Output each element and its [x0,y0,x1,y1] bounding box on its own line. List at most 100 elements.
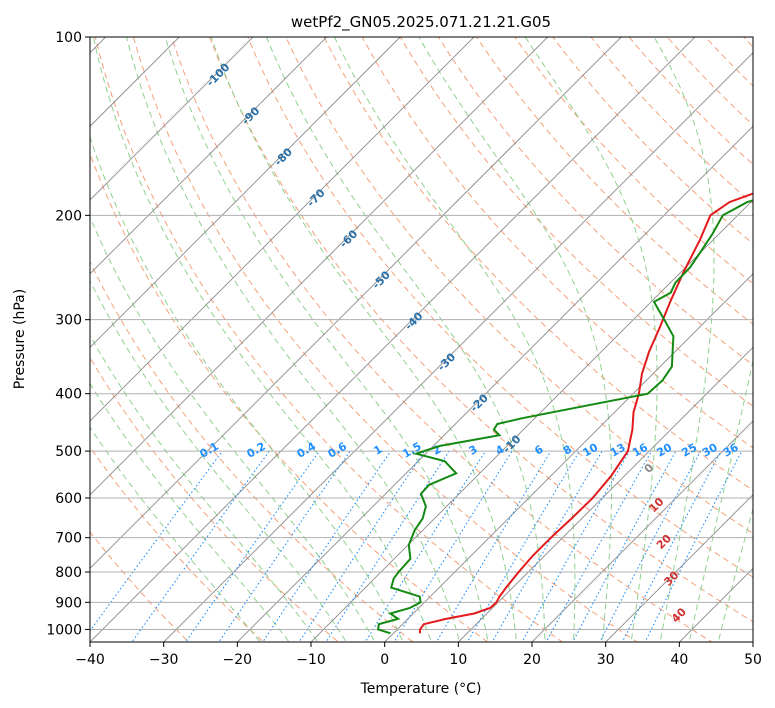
dry-adiabat-line [247,37,753,578]
mixing-ratio-label: 3 [467,443,480,458]
isotherm-line [90,37,254,201]
isobar-gridlines [90,37,753,630]
plot-frame [89,36,754,643]
isotherm-line [678,567,753,642]
x-axis-label: Temperature (°C) [360,681,482,697]
isotherm-line [90,37,475,422]
mixing-ratio-label: 0.6 [326,439,350,460]
y-tick-label: 900 [55,595,82,611]
x-tick-label: −20 [223,652,253,668]
moist-adiabat-line [653,37,715,642]
dry-adiabat-line [704,37,753,87]
dry-adiabat-line [361,37,753,449]
mixing-ratio-label: 36 [721,441,741,460]
dry-adiabat-label: -80 [272,145,295,168]
moist-adiabat-line [210,37,518,642]
moist-adiabat-line [164,37,489,642]
y-tick-label: 100 [55,30,82,46]
dry-adiabat-line [209,37,753,623]
x-tick-label: 10 [449,652,467,668]
x-tick-label: 40 [670,652,688,668]
mixing-ratio-line [435,450,552,642]
mixing-ratio-line [298,450,425,642]
moist-adiabat-line [90,215,376,642]
dewpoint-trace [376,199,753,635]
isotherm-line [384,273,753,642]
mixing-ratio-labels: 0.1 0.2 0.4 0.6 1 1.5 2 3 4 6 8 10 13 16 20 25 30 36 [197,439,740,460]
isotherm-line [90,37,180,127]
dry-adiabat-line [170,37,713,642]
dry-adiabat-line [475,37,753,325]
y-tick-label: 1000 [46,622,82,638]
moist-adiabat-label: 40 [669,605,689,625]
dry-adiabat-label: -100 [204,60,233,89]
dry-adiabat-line [437,37,753,366]
isotherm-line [310,199,753,642]
dry-adiabat-label: -60 [337,227,360,250]
isotherm-line [90,37,622,570]
sounding-traces [376,192,753,635]
dry-adiabat-line [90,152,489,642]
isotherm-line [90,37,328,275]
moist-adiabat-line [688,358,753,642]
temperature-trace [418,192,753,634]
mixing-ratio-line [90,450,223,632]
mixing-ratio-line [545,450,653,642]
x-tick-label: 30 [597,652,615,668]
moist-adiabat-line [266,37,546,642]
dry-adiabat-line [769,24,775,654]
y-tick-label: 400 [55,387,82,403]
dry-adiabat-line [90,356,340,642]
background-lines [90,24,775,654]
y-tick-label: 200 [55,208,82,224]
moist-adiabat-line [333,37,576,642]
dry-adiabat-label: -90 [239,104,262,127]
x-axis: −40 −30 −20 −10 0 10 20 30 40 50 [75,642,762,668]
isotherm-line [605,494,753,642]
y-tick-label: 500 [55,444,82,460]
mixing-ratio-label: 1.5 [400,440,423,461]
dry-adiabat-line [94,37,564,642]
dry-adiabat-line [628,37,753,166]
x-tick-label: −10 [296,652,326,668]
x-tick-label: −40 [75,652,105,668]
isotherm-line [90,37,696,642]
x-tick-label: 0 [380,652,389,668]
mixing-ratio-label: 0.4 [295,439,319,460]
y-tick-label: 700 [55,531,82,547]
isotherm-line [90,37,401,348]
dry-adiabat-line [90,531,190,642]
dry-adiabat-line [590,37,753,205]
dry-adiabat-line [90,446,265,642]
mixing-ratio-line [491,450,603,642]
dry-adiabat-label: -70 [304,186,327,209]
mixing-ratio-line [393,450,513,642]
mixing-ratio-line [325,450,450,642]
dry-adiabat-line [323,37,753,491]
isotherm-line [531,420,753,642]
moist-adiabat-line [90,426,261,642]
isotherm-line [236,125,753,642]
mixing-ratio-line [644,450,743,642]
moist-adiabat-line [418,37,613,642]
mixing-ratio-line [262,450,392,642]
y-tick-label: 300 [55,313,82,329]
mixing-ratio-line [131,450,270,642]
dry-adiabat-line [514,37,753,285]
y-tick-label: 600 [55,491,82,507]
y-axis-label: Pressure (hPa) [12,289,28,389]
moist-adiabat-label: 0 [642,461,657,476]
dry-adiabat-line [90,260,414,642]
moist-adiabat-label: 30 [661,568,681,588]
moist-adiabat-line [90,279,347,642]
x-tick-label: −30 [149,652,179,668]
mixing-ratio-label: 25 [679,441,699,460]
dry-adiabat-line [399,37,753,407]
moist-adiabat-line [717,506,753,642]
dry-adiabat-line [132,37,638,642]
isotherm-line [163,52,753,642]
mixing-ratio-line [185,450,320,642]
x-tick-label: 50 [744,652,762,668]
